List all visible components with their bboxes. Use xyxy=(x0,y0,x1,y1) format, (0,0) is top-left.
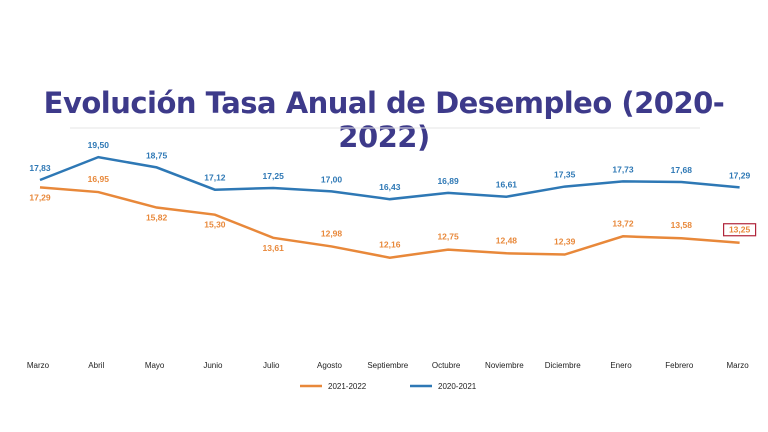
data-label: 12,48 xyxy=(496,235,518,245)
data-label: 12,98 xyxy=(321,228,343,238)
x-tick-label: Diciembre xyxy=(545,361,582,370)
data-label: 15,82 xyxy=(146,213,168,223)
data-label: 19,50 xyxy=(88,140,110,150)
data-label: 17,29 xyxy=(29,192,51,202)
data-label: 13,72 xyxy=(612,218,634,228)
x-tick-label: Febrero xyxy=(665,361,694,370)
x-tick-label: Septiembre xyxy=(367,361,408,370)
data-label: 16,95 xyxy=(88,174,110,184)
legend-label: 2021-2022 xyxy=(328,382,367,391)
data-label: 17,68 xyxy=(671,165,693,175)
data-label: 18,75 xyxy=(146,150,168,160)
data-label: 13,25 xyxy=(729,225,751,235)
data-label: 17,83 xyxy=(29,163,51,173)
x-tick-label: Marzo xyxy=(726,361,749,370)
series-line-2020-2021 xyxy=(39,155,740,201)
data-label: 17,29 xyxy=(729,170,751,180)
data-label: 15,30 xyxy=(204,220,226,230)
x-tick-label: Noviembre xyxy=(485,361,524,370)
x-tick-label: Enero xyxy=(610,361,632,370)
highlight-box xyxy=(722,223,757,237)
data-label: 12,39 xyxy=(554,237,576,247)
series-line-2021-2022 xyxy=(39,186,740,259)
data-label: 16,61 xyxy=(496,180,518,190)
legend-label: 2020-2021 xyxy=(438,382,477,391)
data-label: 17,25 xyxy=(263,171,285,181)
x-tick-label: Julio xyxy=(263,361,280,370)
data-label: 17,00 xyxy=(321,174,343,184)
data-label: 17,35 xyxy=(554,170,576,180)
x-tick-label: Octubre xyxy=(432,361,461,370)
data-label: 12,75 xyxy=(437,232,459,242)
data-label: 16,89 xyxy=(437,176,459,186)
data-label: 16,43 xyxy=(379,182,401,192)
x-tick-label: Marzo xyxy=(27,361,50,370)
x-tick-label: Agosto xyxy=(317,361,342,370)
x-tick-label: Abril xyxy=(88,361,104,370)
data-label: 13,58 xyxy=(671,220,693,230)
data-label: 13,61 xyxy=(263,243,285,253)
x-tick-label: Mayo xyxy=(145,361,165,370)
chart-title: Evolución Tasa Anual de Desempleo (2020-… xyxy=(43,86,725,154)
data-label: 17,73 xyxy=(612,164,634,174)
x-tick-label: Junio xyxy=(203,361,223,370)
data-label: 17,12 xyxy=(204,173,226,183)
data-label: 12,16 xyxy=(379,240,401,250)
